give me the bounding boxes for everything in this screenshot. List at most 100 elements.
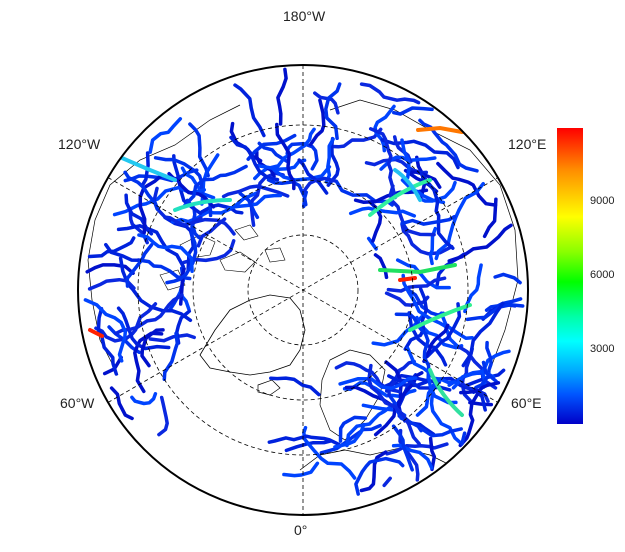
river-segment — [373, 360, 404, 437]
river-segment — [465, 303, 525, 322]
river-segment — [384, 373, 442, 393]
river-segment — [385, 442, 449, 456]
major-river — [173, 198, 232, 212]
river-segment — [319, 423, 382, 455]
river-segment — [266, 178, 307, 209]
river-segment — [87, 236, 136, 259]
river-segment — [269, 376, 321, 397]
river-segment — [116, 306, 171, 351]
river-segment — [338, 376, 418, 391]
river-segment — [302, 176, 337, 193]
river-segment — [282, 461, 320, 478]
river-segment — [116, 224, 185, 269]
river-segment — [130, 392, 158, 406]
river-segment — [459, 381, 501, 395]
major-river — [408, 303, 472, 332]
label-60e: 60°E — [511, 395, 542, 411]
river-segment — [297, 158, 329, 195]
river-segment — [276, 67, 288, 126]
river-segment — [389, 395, 423, 433]
river-segment — [436, 161, 498, 207]
river-segment — [175, 309, 192, 345]
river-segment — [313, 91, 340, 115]
river-segment — [83, 298, 128, 363]
river-segment — [233, 83, 266, 138]
map-border — [77, 64, 529, 516]
river-segment — [422, 323, 450, 364]
scandinavia-coastline — [319, 349, 386, 441]
river-segment — [157, 395, 169, 437]
river-segment — [125, 243, 154, 288]
river-segment — [400, 214, 457, 226]
river-segment — [439, 311, 474, 340]
river-segment — [371, 315, 424, 347]
river-segment — [85, 263, 135, 275]
major-river — [368, 178, 432, 217]
river-segment — [367, 363, 421, 446]
major-river — [416, 125, 464, 134]
river-segment — [447, 223, 513, 263]
major-river — [398, 276, 417, 282]
river-segment — [136, 258, 192, 281]
river-segment — [338, 415, 368, 443]
river-segment — [141, 151, 150, 186]
river-segment — [460, 431, 467, 446]
river-segment — [359, 450, 388, 493]
colorbar-tick-label: 6000 — [590, 269, 615, 281]
river-segment — [140, 328, 165, 368]
river-segment — [229, 135, 280, 182]
river-segment — [392, 106, 434, 116]
river-segment — [118, 256, 193, 323]
river-segment — [471, 340, 493, 395]
iceland-coastline — [257, 379, 281, 396]
major-river — [428, 368, 464, 417]
river-segment — [366, 236, 378, 251]
river-segment — [326, 136, 340, 187]
river-segment — [114, 293, 184, 336]
river-network — [83, 67, 525, 496]
river-segment — [379, 155, 437, 171]
river-segment — [221, 184, 290, 199]
river-segment — [267, 434, 341, 447]
river-segment — [434, 181, 485, 261]
colorbar — [557, 128, 583, 424]
colorbar-tick-label: 3000 — [590, 343, 615, 355]
river-segment — [348, 206, 417, 218]
river-segment — [123, 170, 160, 211]
river-segment — [391, 424, 414, 472]
colorbar-tick-label: 9000 — [590, 195, 615, 207]
north-america-coastline — [87, 104, 241, 376]
river-segment — [481, 360, 498, 383]
river-segment — [226, 193, 283, 211]
river-segment — [109, 386, 134, 421]
river-segment — [482, 197, 498, 239]
river-segment — [386, 276, 447, 293]
river-segment — [324, 82, 342, 141]
river-segment — [183, 164, 248, 207]
river-segment — [398, 428, 420, 482]
major-river — [88, 328, 104, 338]
river-segment — [104, 242, 143, 262]
river-segment — [162, 331, 180, 382]
label-180w: 180°W — [283, 8, 326, 24]
river-segment — [380, 138, 460, 170]
label-0: 0° — [294, 522, 308, 538]
river-segment — [359, 82, 421, 105]
river-segment — [418, 171, 455, 250]
major-river — [378, 263, 457, 275]
river-segment — [405, 346, 457, 385]
river-segment — [138, 174, 163, 235]
river-segment — [246, 133, 297, 161]
river-segment — [94, 302, 158, 343]
river-segment — [382, 476, 392, 488]
river-segment — [420, 427, 463, 438]
river-segment — [418, 118, 479, 173]
river-segment — [324, 137, 335, 184]
river-segment — [137, 233, 194, 274]
river-segment — [493, 272, 522, 285]
label-120w: 120°W — [58, 136, 101, 152]
river-segment — [333, 422, 366, 449]
label-120e: 120°E — [508, 136, 547, 152]
river-segment — [148, 333, 196, 343]
